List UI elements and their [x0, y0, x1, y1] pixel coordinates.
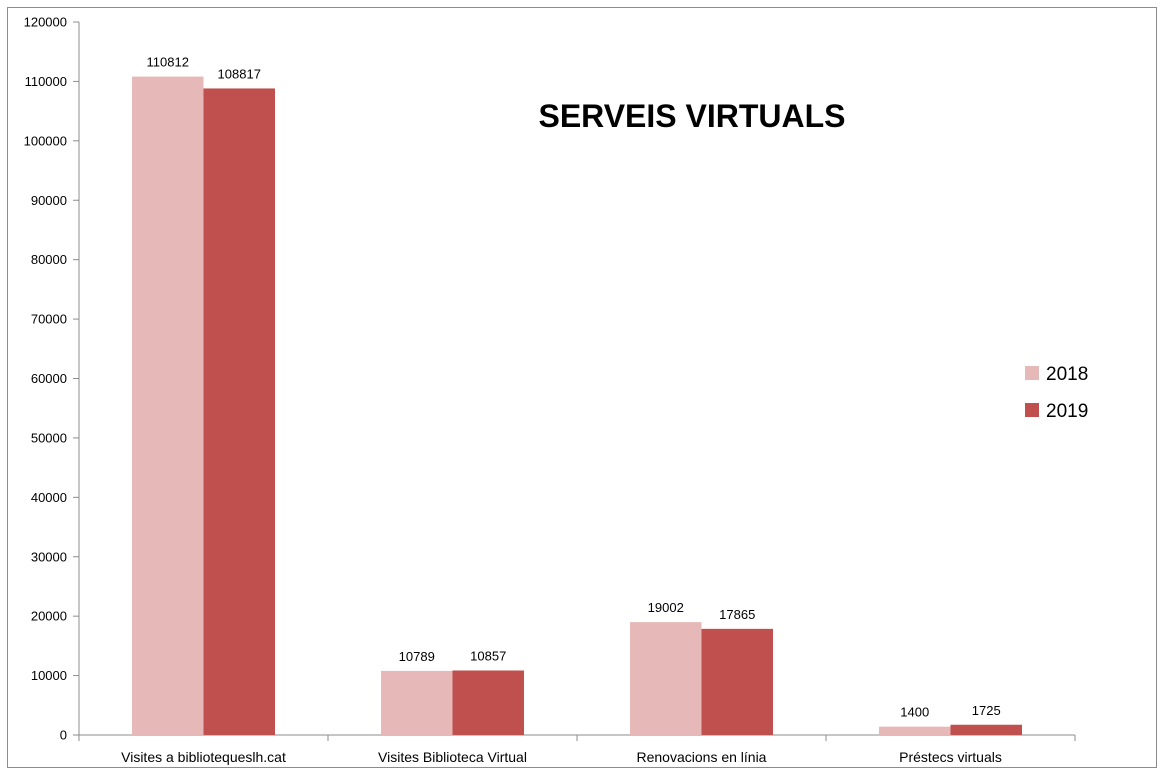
x-category-label: Préstecs virtuals — [899, 749, 1002, 765]
bar-2019 — [950, 724, 1022, 735]
y-tick-label: 60000 — [31, 371, 67, 386]
y-tick-label: 80000 — [31, 252, 67, 267]
y-tick-label: 70000 — [31, 312, 67, 327]
bar-2019 — [203, 88, 275, 735]
chart-border — [7, 7, 1157, 768]
y-tick-label: 40000 — [31, 490, 67, 505]
bar-2018 — [132, 76, 204, 735]
bar-2018 — [879, 726, 951, 735]
legend-swatch — [1025, 366, 1039, 380]
y-tick-label: 10000 — [31, 668, 67, 683]
y-tick-label: 30000 — [31, 549, 67, 564]
y-tick-label: 100000 — [24, 133, 67, 148]
bar-2018 — [630, 622, 702, 735]
bar-2019 — [701, 628, 773, 735]
data-label: 10789 — [399, 649, 435, 664]
x-category-label: Visites Biblioteca Virtual — [378, 749, 527, 765]
legend-label: 2018 — [1046, 364, 1088, 385]
x-category-label: Renovacions en línia — [637, 749, 767, 765]
data-label: 1725 — [972, 703, 1001, 718]
legend-label: 2019 — [1046, 401, 1088, 422]
data-label: 1400 — [900, 705, 929, 720]
y-tick-label: 90000 — [31, 193, 67, 208]
y-tick-label: 20000 — [31, 609, 67, 624]
bar-2019 — [452, 670, 524, 735]
legend-swatch — [1025, 403, 1039, 417]
bars — [132, 76, 1022, 735]
data-label: 10857 — [470, 648, 506, 663]
data-label: 19002 — [648, 600, 684, 615]
y-tick-label: 50000 — [31, 430, 67, 445]
y-tick-label: 0 — [60, 728, 67, 743]
data-labels: 110812 108817 10789 10857 19002 17865 1400 1725 — [147, 55, 1001, 720]
y-tick-label: 120000 — [24, 15, 67, 30]
data-label: 110812 — [147, 55, 189, 70]
legend: 2018 2019 — [1025, 364, 1088, 422]
chart-title: SERVEIS VIRTUALS — [538, 98, 845, 134]
y-axis: 0 10000 20000 30000 40000 50000 60000 70000 8000… — [24, 15, 80, 743]
x-axis: Visites a bibliotequeslh.cat Visites Bibl… — [78, 734, 1076, 765]
x-category-label: Visites a bibliotequeslh.cat — [121, 749, 286, 765]
data-label: 108817 — [218, 66, 261, 81]
data-label: 17865 — [719, 607, 755, 622]
bar-2018 — [381, 670, 453, 735]
y-tick-label: 110000 — [25, 74, 67, 89]
